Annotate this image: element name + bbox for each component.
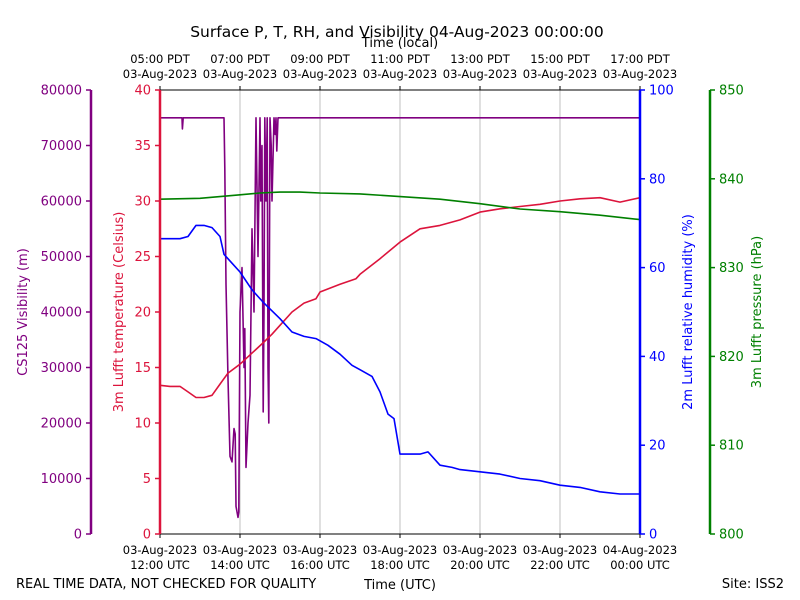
x-tick-date: 03-Aug-2023 xyxy=(203,543,277,557)
visibility-axis-title: CS125 Visibility (m) xyxy=(16,248,31,376)
series-layer xyxy=(159,117,641,519)
temperature-series-line xyxy=(159,196,641,399)
top-tick-time: 17:00 PDT xyxy=(610,52,671,66)
top-tick-date: 03-Aug-2023 xyxy=(443,67,517,81)
temperature-tick-label: 35 xyxy=(134,139,151,154)
top-tick-date: 03-Aug-2023 xyxy=(203,67,277,81)
pressure-series-line xyxy=(159,191,641,221)
top-tick-time: 09:00 PDT xyxy=(290,52,351,66)
x-tick-time: 20:00 UTC xyxy=(450,558,510,572)
humidity-tick-label: 60 xyxy=(649,261,666,276)
pressure-axis-title: 3m Lufft pressure (hPa) xyxy=(750,236,765,388)
x-tick-time: 00:00 UTC xyxy=(610,558,670,572)
top-tick-time: 15:00 PDT xyxy=(530,52,591,66)
humidity-tick-label: 0 xyxy=(649,528,657,543)
top-tick-date: 03-Aug-2023 xyxy=(603,67,677,81)
visibility-tick-label: 80000 xyxy=(41,84,82,99)
visibility-tick-label: 30000 xyxy=(41,361,82,376)
humidity-series-line xyxy=(160,224,640,495)
chart-title: Surface P, T, RH, and Visibility 04-Aug-… xyxy=(190,23,604,41)
humidity-axis-title: 2m Lufft relative humidity (%) xyxy=(681,214,696,410)
pressure-tick-label: 830 xyxy=(719,261,744,276)
x-tick-date: 03-Aug-2023 xyxy=(523,543,597,557)
humidity-tick-label: 100 xyxy=(649,84,674,99)
x-tick-time: 22:00 UTC xyxy=(530,558,590,572)
x-tick-date: 03-Aug-2023 xyxy=(443,543,517,557)
x-tick-date: 03-Aug-2023 xyxy=(123,543,197,557)
top-axis-label: Time (local) xyxy=(361,36,438,51)
temperature-tick-label: 25 xyxy=(134,250,151,265)
humidity-tick-label: 40 xyxy=(649,350,666,365)
pressure-tick-label: 840 xyxy=(719,172,744,187)
temperature-tick-label: 10 xyxy=(134,417,151,432)
temperature-tick-label: 5 xyxy=(143,472,151,487)
temperature-tick-label: 30 xyxy=(134,195,151,210)
visibility-tick-label: 40000 xyxy=(41,306,82,321)
top-tick-time: 13:00 PDT xyxy=(450,52,511,66)
pressure-tick-label: 800 xyxy=(719,528,744,543)
x-tick-time: 12:00 UTC xyxy=(130,558,190,572)
visibility-tick-label: 50000 xyxy=(41,250,82,265)
temperature-tick-label: 40 xyxy=(134,84,151,99)
visibility-tick-label: 20000 xyxy=(41,417,82,432)
humidity-tick-label: 20 xyxy=(649,439,666,454)
visibility-series-line xyxy=(160,117,640,519)
visibility-tick-label: 60000 xyxy=(41,195,82,210)
site-label: Site: ISS2 xyxy=(722,577,784,592)
pressure-tick-label: 810 xyxy=(719,439,744,454)
x-axis-label: Time (UTC) xyxy=(363,578,436,593)
humidity-tick-label: 80 xyxy=(649,172,666,187)
top-tick-time: 11:00 PDT xyxy=(370,52,431,66)
top-tick-date: 03-Aug-2023 xyxy=(283,67,357,81)
gridlines xyxy=(239,90,561,534)
x-tick-date: 03-Aug-2023 xyxy=(283,543,357,557)
temperature-tick-label: 0 xyxy=(143,528,151,543)
top-tick-time: 05:00 PDT xyxy=(130,52,191,66)
visibility-tick-label: 70000 xyxy=(41,139,82,154)
x-tick-date: 04-Aug-2023 xyxy=(603,543,677,557)
x-tick-date: 03-Aug-2023 xyxy=(363,543,437,557)
temperature-tick-label: 15 xyxy=(134,361,151,376)
pressure-tick-label: 820 xyxy=(719,350,744,365)
temperature-tick-label: 20 xyxy=(134,306,151,321)
temperature-axis-title: 3m Lufft temperature (Celsius) xyxy=(112,212,127,413)
visibility-tick-label: 10000 xyxy=(41,472,82,487)
top-tick-date: 03-Aug-2023 xyxy=(523,67,597,81)
top-tick-date: 03-Aug-2023 xyxy=(363,67,437,81)
x-tick-time: 14:00 UTC xyxy=(210,558,270,572)
top-tick-date: 03-Aug-2023 xyxy=(123,67,197,81)
footer-note: REAL TIME DATA, NOT CHECKED FOR QUALITY xyxy=(16,577,316,592)
x-tick-time: 18:00 UTC xyxy=(370,558,430,572)
visibility-tick-label: 0 xyxy=(74,528,82,543)
top-tick-time: 07:00 PDT xyxy=(210,52,271,66)
pressure-tick-label: 850 xyxy=(719,84,744,99)
x-tick-time: 16:00 UTC xyxy=(290,558,350,572)
